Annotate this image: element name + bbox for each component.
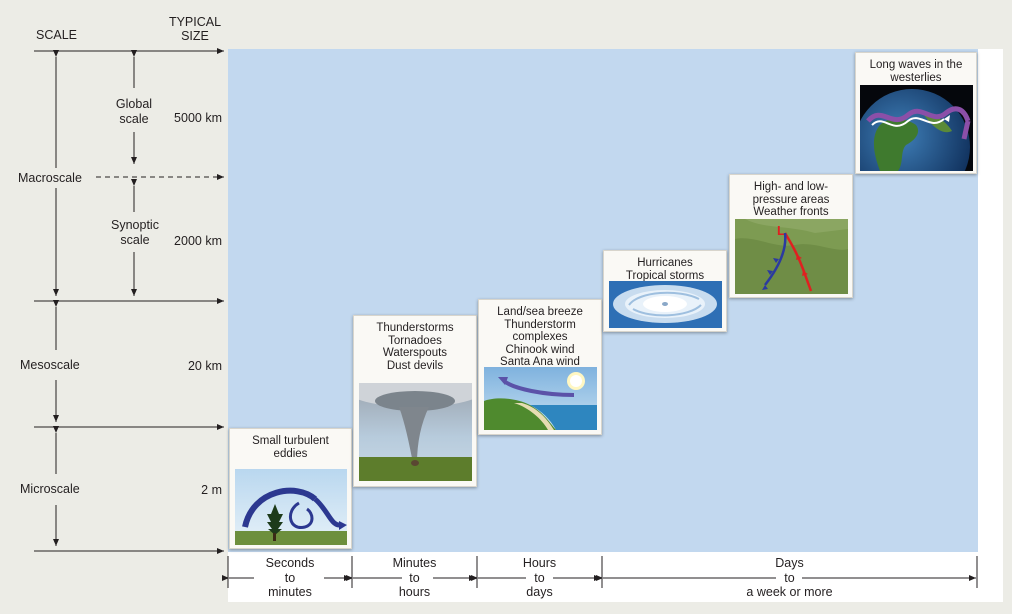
phenomenon-card-long-waves: Long waves in the westerlies [855,52,977,174]
sea-breeze-icon [484,367,597,430]
phenomenon-card-hurricanes: Hurricanes Tropical storms [603,250,727,332]
hurricanes-caption: Hurricanes Tropical storms [625,257,705,282]
phenomenon-card-thunderstorms: Thunderstorms Tornadoes Waterspouts Dust… [353,315,477,487]
eddies-caption: Small turbulent eddies [252,435,329,460]
time-label-minutes: Minutes to hours [392,556,437,599]
synoptic-size-label: 2000 km [174,234,222,248]
time-label-seconds: Seconds to minutes [265,556,315,599]
globe-icon [860,85,973,171]
svg-text:L: L [777,223,785,238]
global-size-label: 5000 km [174,111,222,125]
microscale-size-label: 2 m [201,483,222,497]
tornado-icon [359,383,472,481]
time-label-days: Days to a week or more [746,556,833,599]
sea-breeze-caption: Land/sea breeze Thunderstorm complexes C… [497,306,583,368]
hurricane-icon [609,281,722,328]
long-waves-caption: Long waves in the westerlies [869,59,963,84]
phenomenon-card-sea-breeze: Land/sea breeze Thunderstorm complexes C… [478,299,602,435]
scale-header: SCALE [36,28,77,42]
microscale-label: Microscale [20,482,80,496]
weather-front-map-icon: L [735,219,848,294]
typical-size-header: TYPICAL SIZE [168,15,222,43]
eddy-icon [235,469,347,545]
synoptic-scale-label: Synoptic scale [111,218,159,247]
phenomenon-card-eddies: Small turbulent eddies [229,428,352,549]
macroscale-label: Macroscale [18,171,85,185]
global-scale-label: Global scale [115,97,153,126]
mesoscale-size-label: 20 km [187,359,222,373]
fronts-caption: High- and low- pressure areas Weather fr… [752,181,830,218]
mesoscale-label: Mesoscale [20,358,80,372]
thunderstorms-caption: Thunderstorms Tornadoes Waterspouts Dust… [376,322,454,372]
phenomenon-card-fronts: High- and low- pressure areas Weather fr… [729,174,853,298]
time-axis-band [228,552,1003,602]
right-margin [978,49,1003,552]
time-label-hours: Hours to days [522,556,557,599]
